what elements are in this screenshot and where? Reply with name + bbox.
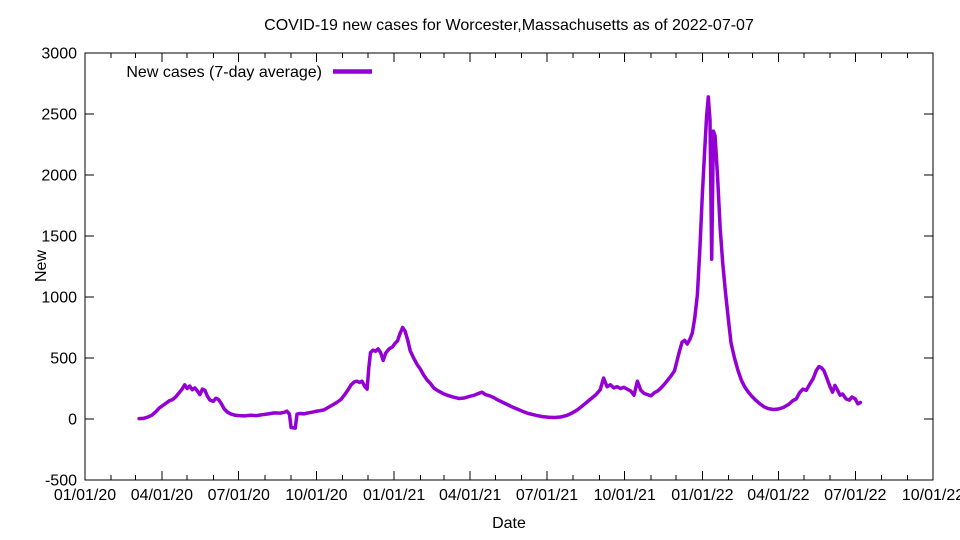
x-tick-label: 01/01/21 [363,487,425,504]
legend-label: New cases (7-day average) [126,64,322,81]
y-tick-label: 2500 [41,107,77,124]
y-tick-label: 1500 [41,229,77,246]
y-tick-label: -500 [45,473,77,490]
legend: New cases (7-day average) [126,64,372,81]
plot-border [84,52,934,481]
y-tick-label: 0 [68,412,77,429]
data-series [137,95,863,430]
x-tick-label: 07/01/21 [516,487,578,504]
x-tick-label: 04/01/22 [747,487,809,504]
x-tick-label: 04/01/21 [439,487,501,504]
axis-tick-labels: 01/01/20 04/01/20 07/01/20 10/01/20 01/01/21… [41,46,960,505]
x-tick-label: 10/01/21 [594,487,656,504]
x-tick-label: 10/01/20 [285,487,347,504]
x-tick-label: 07/01/22 [824,487,886,504]
new-cases-line [137,95,863,430]
y-tick-label: 1000 [41,290,77,307]
x-tick-label: 04/01/20 [131,487,193,504]
x-tick-label: 01/01/20 [54,487,116,504]
y-tick-label: 3000 [41,46,77,63]
x-tick-label: 10/01/22 [902,487,960,504]
chart-title: COVID-19 new cases for Worcester,Massach… [264,17,754,34]
x-axis-label: Date [492,515,526,532]
y-axis-label: New [33,250,50,282]
axis-tick-marks [84,52,934,481]
x-tick-label: 07/01/20 [208,487,270,504]
x-tick-label: 01/01/22 [671,487,733,504]
y-tick-label: 500 [50,351,77,368]
y-tick-label: 2000 [41,168,77,185]
